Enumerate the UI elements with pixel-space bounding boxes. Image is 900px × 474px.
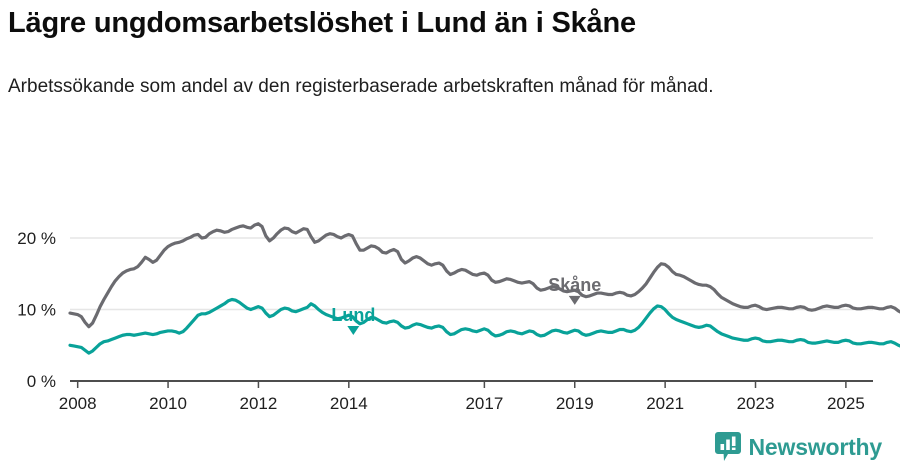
series-lines [68,222,900,355]
line-chart: 0 % 10 % 20 % 2008 2010 2012 2014 2017 2019 2021… [17,222,900,410]
x-tick-label: 2021 [646,394,684,410]
series-label-pointer-lund [347,325,360,335]
x-tick-label: 2008 [59,394,97,410]
y-tick-label: 10 % [17,301,56,320]
bar-chart-speech-bubble-icon [714,432,741,461]
series-label-pointer-skåne [568,295,581,305]
y-tick-label: 0 % [27,372,56,391]
y-axis-labels: 0 % 10 % 20 % [17,229,56,391]
chart-container: 0 % 10 % 20 % 2008 2010 2012 2014 2017 2019 2021… [0,170,900,410]
series-label-skåne: Skåne [548,275,601,295]
x-tick-label: 2017 [465,394,503,410]
series-line-skåne [68,222,900,329]
series-label-lund: Lund [331,305,375,325]
y-tick-label: 20 % [17,229,56,248]
x-tick-label: 2025 [827,394,865,410]
x-tick-label: 2014 [330,394,368,410]
page-subtitle: Arbetssökande som andel av den registerb… [8,76,714,97]
x-axis [70,380,873,388]
x-tick-label: 2012 [240,394,278,410]
x-tick-label: 2023 [737,394,775,410]
series-inline-labels: Skåne Lund [331,275,601,335]
brand-name: Newsworthy [748,433,883,460]
x-axis-labels: 2008 2010 2012 2014 2017 2019 2021 2023 2025 [59,394,865,410]
page-title: Lägre ungdomsarbetslöshet i Lund än i Sk… [8,7,636,39]
newsworthy-logo: Newsworthy [714,432,883,462]
x-tick-label: 2010 [149,394,187,410]
series-line-lund [68,297,900,355]
x-tick-label: 2019 [556,394,594,410]
